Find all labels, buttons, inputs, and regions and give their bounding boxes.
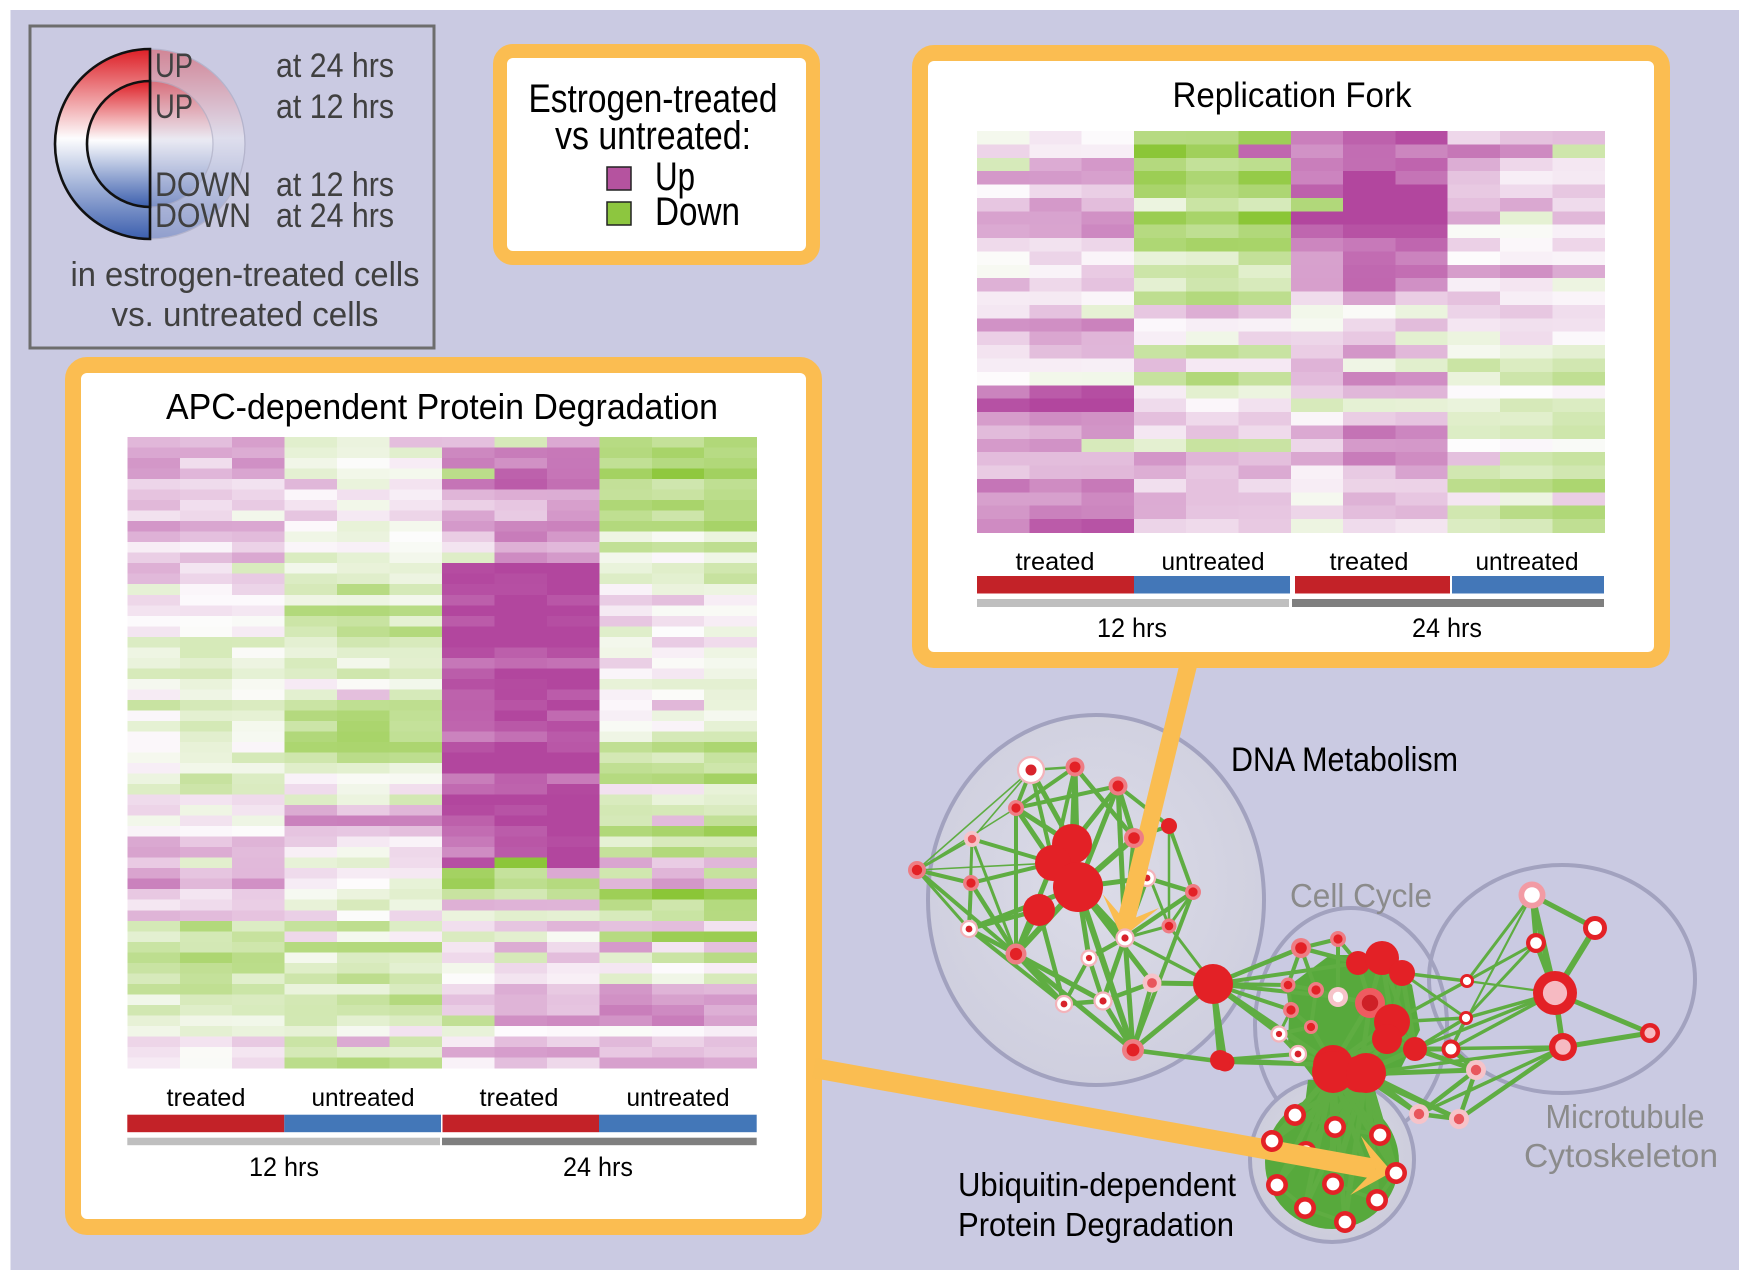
svg-text:Down: Down <box>655 190 740 234</box>
svg-text:at 12 hrs: at 12 hrs <box>276 166 394 204</box>
svg-text:treated: treated <box>480 1084 559 1112</box>
svg-text:Ubiquitin-dependent: Ubiquitin-dependent <box>958 1166 1236 1203</box>
svg-text:treated: treated <box>1330 548 1409 576</box>
svg-text:Replication Fork: Replication Fork <box>1173 76 1412 115</box>
svg-text:Cytoskeleton: Cytoskeleton <box>1524 1137 1718 1174</box>
svg-text:untreated: untreated <box>312 1084 415 1112</box>
svg-text:at 12 hrs: at 12 hrs <box>276 88 394 126</box>
svg-text:at 24 hrs: at 24 hrs <box>276 47 394 85</box>
svg-text:Microtubule: Microtubule <box>1546 1098 1705 1135</box>
svg-text:24 hrs: 24 hrs <box>563 1152 633 1182</box>
svg-text:vs. untreated cells: vs. untreated cells <box>112 296 379 334</box>
svg-text:in estrogen-treated cells: in estrogen-treated cells <box>71 256 420 294</box>
svg-text:DNA Metabolism: DNA Metabolism <box>1231 741 1458 779</box>
svg-text:24 hrs: 24 hrs <box>1412 613 1482 643</box>
svg-text:Up: Up <box>655 155 695 199</box>
svg-text:vs untreated:: vs untreated: <box>555 114 751 158</box>
svg-text:DOWN: DOWN <box>155 197 251 235</box>
svg-text:UP: UP <box>155 47 193 85</box>
svg-text:DOWN: DOWN <box>155 166 251 204</box>
svg-text:Protein Degradation: Protein Degradation <box>958 1206 1234 1243</box>
svg-text:12 hrs: 12 hrs <box>1097 613 1167 643</box>
svg-text:treated: treated <box>1016 548 1095 576</box>
svg-text:UP: UP <box>155 88 193 126</box>
svg-text:untreated: untreated <box>1476 548 1579 576</box>
svg-text:Cell Cycle: Cell Cycle <box>1290 877 1432 914</box>
svg-text:at 24 hrs: at 24 hrs <box>276 197 394 235</box>
svg-text:untreated: untreated <box>1162 548 1265 576</box>
svg-text:treated: treated <box>167 1084 246 1112</box>
svg-text:12 hrs: 12 hrs <box>249 1152 319 1182</box>
svg-text:Estrogen-treated: Estrogen-treated <box>529 77 778 121</box>
svg-text:untreated: untreated <box>627 1084 730 1112</box>
svg-text:APC-dependent Protein Degradat: APC-dependent Protein Degradation <box>166 386 718 427</box>
